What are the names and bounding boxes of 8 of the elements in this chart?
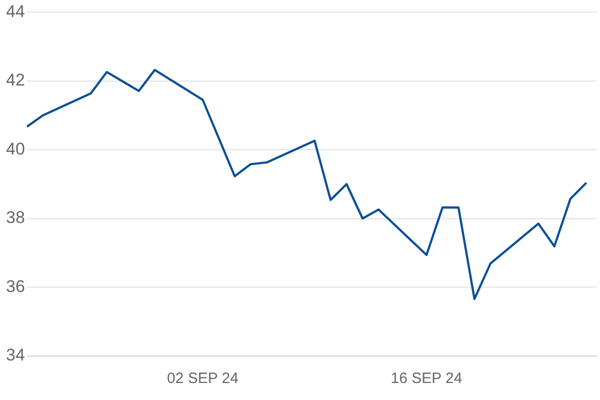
y-tick-label: 44 bbox=[6, 2, 25, 21]
y-tick-label: 36 bbox=[6, 276, 25, 296]
y-tick-label: 34 bbox=[6, 346, 25, 365]
y-tick-label: 42 bbox=[6, 70, 25, 90]
x-tick-label: 02 SEP 24 bbox=[167, 370, 238, 388]
y-tick-label: 38 bbox=[6, 208, 25, 228]
x-tick-label: 16 SEP 24 bbox=[390, 370, 462, 388]
y-tick-label: 40 bbox=[6, 139, 25, 158]
